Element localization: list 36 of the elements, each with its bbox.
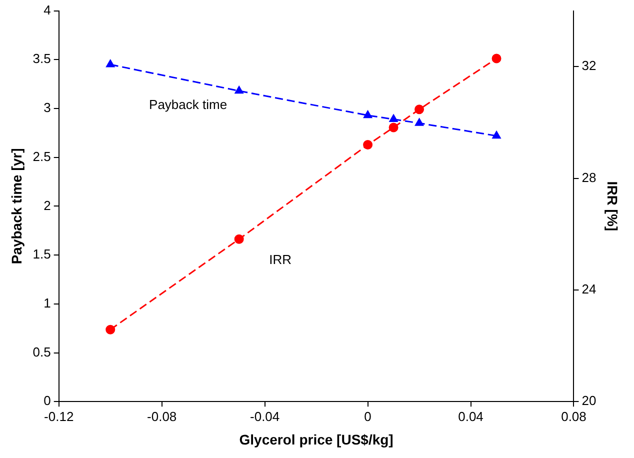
y-tick-label: 3.5 — [32, 51, 51, 66]
y-tick-label: 0 — [44, 393, 51, 408]
point — [492, 54, 502, 64]
point — [364, 110, 372, 118]
y2-tick-label: 32 — [582, 58, 596, 74]
point — [106, 60, 115, 68]
point — [388, 122, 398, 132]
point — [363, 140, 373, 150]
y-tick-label: 1 — [44, 295, 51, 310]
y2-tick-label: 24 — [582, 282, 596, 297]
y2-tick-label: 28 — [582, 170, 596, 185]
y2-axis-title: IRR [%] — [604, 181, 621, 232]
point — [492, 131, 501, 139]
point — [389, 114, 398, 122]
x-axis-title: Glycerol price [US$/kg] — [239, 431, 394, 448]
x-tick-label: -0.08 — [147, 408, 177, 424]
x-tick-label: 0.04 — [458, 408, 484, 424]
y-tick-label: 2 — [44, 198, 51, 213]
x-tick-label: 0 — [364, 408, 372, 424]
x-tick-label: -0.12 — [44, 408, 74, 424]
x-tick-label: 0.08 — [561, 408, 586, 424]
point — [234, 86, 244, 94]
x-tick-label: -0.04 — [250, 408, 280, 424]
y-tick-label: 3 — [44, 100, 51, 116]
point — [106, 324, 116, 334]
point — [234, 234, 244, 244]
point — [414, 104, 424, 114]
y-tick-label: 4 — [44, 2, 51, 18]
text: IRR — [269, 252, 292, 268]
y-tick-label: 0.5 — [32, 344, 51, 360]
y-axis-title: Payback time [yr] — [8, 148, 24, 264]
y-tick-label: 2.5 — [32, 148, 51, 164]
series-label: Payback time — [149, 96, 228, 112]
y2-tick-label: 20 — [582, 393, 596, 408]
y-tick-label: 1.5 — [32, 246, 51, 262]
point — [415, 118, 424, 126]
